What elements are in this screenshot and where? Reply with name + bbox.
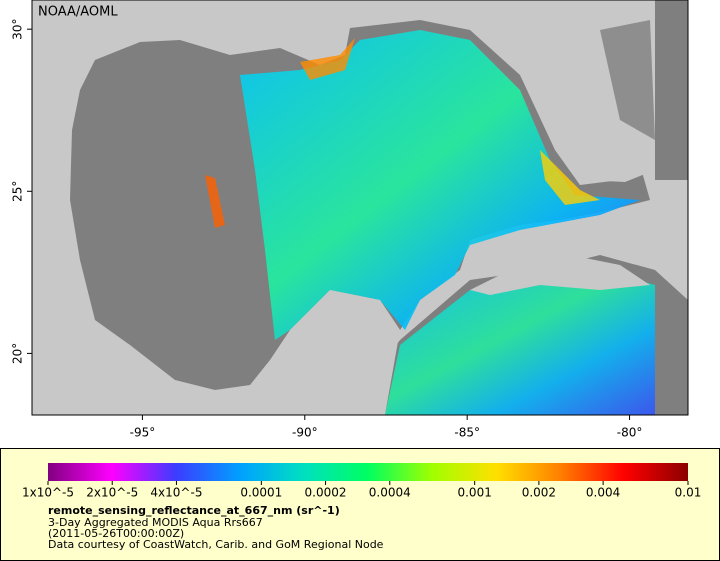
legend-line: 3-Day Aggregated MODIS Aqua Rrs667 <box>48 516 263 529</box>
coastal-high <box>205 175 225 228</box>
map-border <box>31 0 689 416</box>
atlantic <box>655 0 688 180</box>
satellite-coverage <box>240 30 640 340</box>
map-area <box>32 0 688 415</box>
florida-coverage <box>600 20 655 140</box>
colorbar-tick-label: 0.004 <box>586 486 620 500</box>
colorbar-tick-label: 0.002 <box>522 486 556 500</box>
legend-title: remote_sensing_reflectance_at_667_nm (sr… <box>48 504 340 517</box>
colorbar-tick-label: 0.01 <box>675 486 702 500</box>
colorbar-tick-label: 0.0004 <box>369 486 411 500</box>
colorbar-tick-label: 0.0001 <box>240 486 282 500</box>
colorbar <box>48 463 688 481</box>
coastal-high <box>300 38 355 80</box>
cuba <box>470 255 650 295</box>
x-tick-label: -80° <box>617 426 643 440</box>
y-tick-label: 20° <box>11 343 25 364</box>
colorbar-tick-label: 2x10^-5 <box>86 486 138 500</box>
x-tick-label: -85° <box>454 426 480 440</box>
x-tick-label: -90° <box>292 426 318 440</box>
map-label: NOAA/AOML <box>38 5 118 20</box>
y-tick-label: 25° <box>11 181 25 202</box>
caribbean-coverage <box>385 270 655 415</box>
coastal-high <box>540 150 600 205</box>
colorbar-tick-label: 0.001 <box>457 486 491 500</box>
colorbar-tick-label: 4x10^-5 <box>150 486 202 500</box>
colorbar-tick-label: 0.0002 <box>305 486 347 500</box>
legend-line: Data courtesy of CoastWatch, Carib. and … <box>48 538 384 551</box>
yucatan <box>290 290 400 415</box>
x-tick-label: -95° <box>130 426 156 440</box>
legend-line: (2011-05-26T00:00:00Z) <box>48 527 184 540</box>
colorbar-tick-label: 1x10^-5 <box>22 486 74 500</box>
y-tick-label: 30° <box>11 19 25 40</box>
